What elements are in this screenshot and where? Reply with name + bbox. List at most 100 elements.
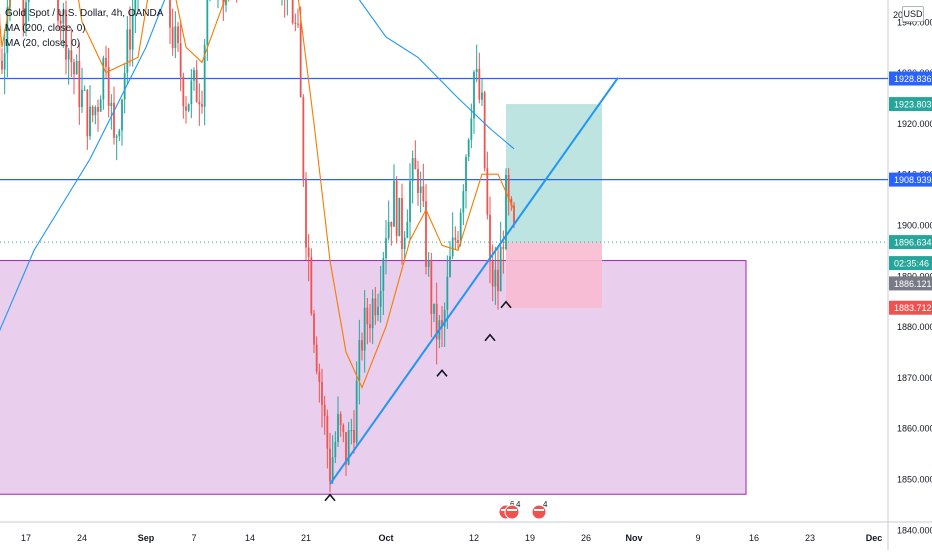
candle-body	[476, 69, 478, 72]
candle-body	[4, 53, 6, 69]
candle-body	[433, 304, 435, 314]
time-tick-label: Nov	[625, 533, 642, 543]
candle-body	[406, 222, 408, 238]
currency-button[interactable]: USD	[902, 6, 924, 22]
indicator-ma20-label[interactable]: MA (20, close, 0)	[5, 36, 163, 51]
candle-body	[94, 107, 96, 115]
candle-body	[465, 157, 467, 191]
candle-body	[92, 107, 94, 116]
candle-body	[182, 77, 184, 107]
candle-body	[124, 73, 126, 100]
candle-body	[84, 90, 86, 91]
candle-body	[177, 26, 179, 43]
candle-body	[353, 430, 355, 443]
candle-body	[73, 62, 75, 74]
candle-body	[481, 92, 483, 99]
time-tick-label: 12	[469, 533, 479, 543]
candle-body	[100, 100, 102, 112]
candle-body	[326, 416, 328, 449]
candle-body	[321, 382, 323, 405]
candle-body	[342, 425, 344, 432]
candle-body	[372, 298, 374, 328]
time-tick-label: Sep	[138, 533, 155, 543]
price-label-text: 1883.712	[894, 303, 932, 313]
candle-body	[302, 97, 304, 178]
candle-body	[390, 222, 392, 227]
candle-body	[356, 381, 358, 443]
candle-body	[118, 130, 120, 136]
candle-body	[310, 257, 312, 313]
candle-body	[105, 58, 107, 67]
candle-body	[86, 90, 88, 137]
candle-body	[300, 24, 302, 97]
price-tick-label: 1880.000	[897, 322, 932, 332]
candle-body	[89, 107, 91, 137]
candle-body	[462, 191, 464, 213]
candle-body	[190, 81, 192, 104]
candle-body	[398, 198, 400, 236]
price-tick-label: 1850.000	[897, 475, 932, 485]
candle-body	[364, 308, 366, 351]
candle-body	[81, 90, 83, 107]
time-tick-label: 9	[695, 533, 700, 543]
candle-body	[412, 158, 414, 181]
price-label-text: 1923.803	[894, 100, 932, 110]
candle-body	[492, 261, 494, 286]
candle-body	[430, 261, 432, 314]
candle-body	[409, 181, 411, 222]
candle-body	[404, 238, 406, 249]
time-tick-label: 19	[525, 533, 535, 543]
candle-body	[196, 70, 198, 102]
price-tick-label: 1920.000	[897, 119, 932, 129]
candle-body	[388, 222, 390, 238]
candle-body	[374, 298, 376, 315]
candle-body	[294, 23, 296, 24]
candle-body	[489, 215, 491, 261]
candle-body	[78, 61, 80, 107]
time-tick-label: 24	[77, 533, 87, 543]
candle-body	[494, 270, 496, 287]
candle-body	[366, 308, 368, 325]
candle-body	[180, 43, 182, 77]
candle-body	[185, 106, 187, 110]
symbol-title[interactable]: Gold Spot / U.S. Dollar, 4h, OANDA	[5, 6, 163, 21]
candle-body	[297, 24, 299, 25]
candle-body	[420, 186, 422, 193]
long-position-stop-zone	[506, 242, 602, 308]
candle-body	[198, 102, 200, 104]
candle-body	[380, 291, 382, 307]
candle-body	[500, 247, 502, 291]
candle-body	[318, 372, 320, 382]
candle-body	[422, 186, 424, 201]
candle-body	[484, 92, 486, 168]
candle-body	[102, 58, 104, 100]
candle-body	[110, 103, 112, 106]
time-tick-label: Oct	[378, 533, 393, 543]
candle-body	[502, 247, 504, 249]
candle-body	[393, 181, 395, 227]
candle-body	[206, 0, 208, 45]
candle-body	[334, 442, 336, 457]
candle-body	[414, 158, 416, 169]
candle-body	[174, 26, 176, 48]
indicator-ma200-label[interactable]: MA (200, close, 0)	[5, 21, 163, 36]
candle-body	[116, 136, 118, 138]
candle-body	[350, 430, 352, 431]
candle-body	[169, 0, 171, 27]
candle-body	[337, 414, 339, 442]
candle-body	[172, 27, 174, 48]
candle-body	[340, 414, 342, 425]
candle-body	[449, 256, 451, 276]
candle-body	[486, 168, 488, 214]
candle-body	[324, 405, 326, 416]
chart-legend: Gold Spot / U.S. Dollar, 4h, OANDA MA (2…	[5, 6, 163, 51]
time-tick-label: 26	[581, 533, 591, 543]
candle-body	[201, 104, 203, 106]
candle-body	[382, 258, 384, 291]
higher-low-marker	[325, 495, 335, 501]
candle-body	[361, 340, 363, 350]
price-tick-label: 1860.000	[897, 424, 932, 434]
candle-body	[113, 103, 115, 138]
